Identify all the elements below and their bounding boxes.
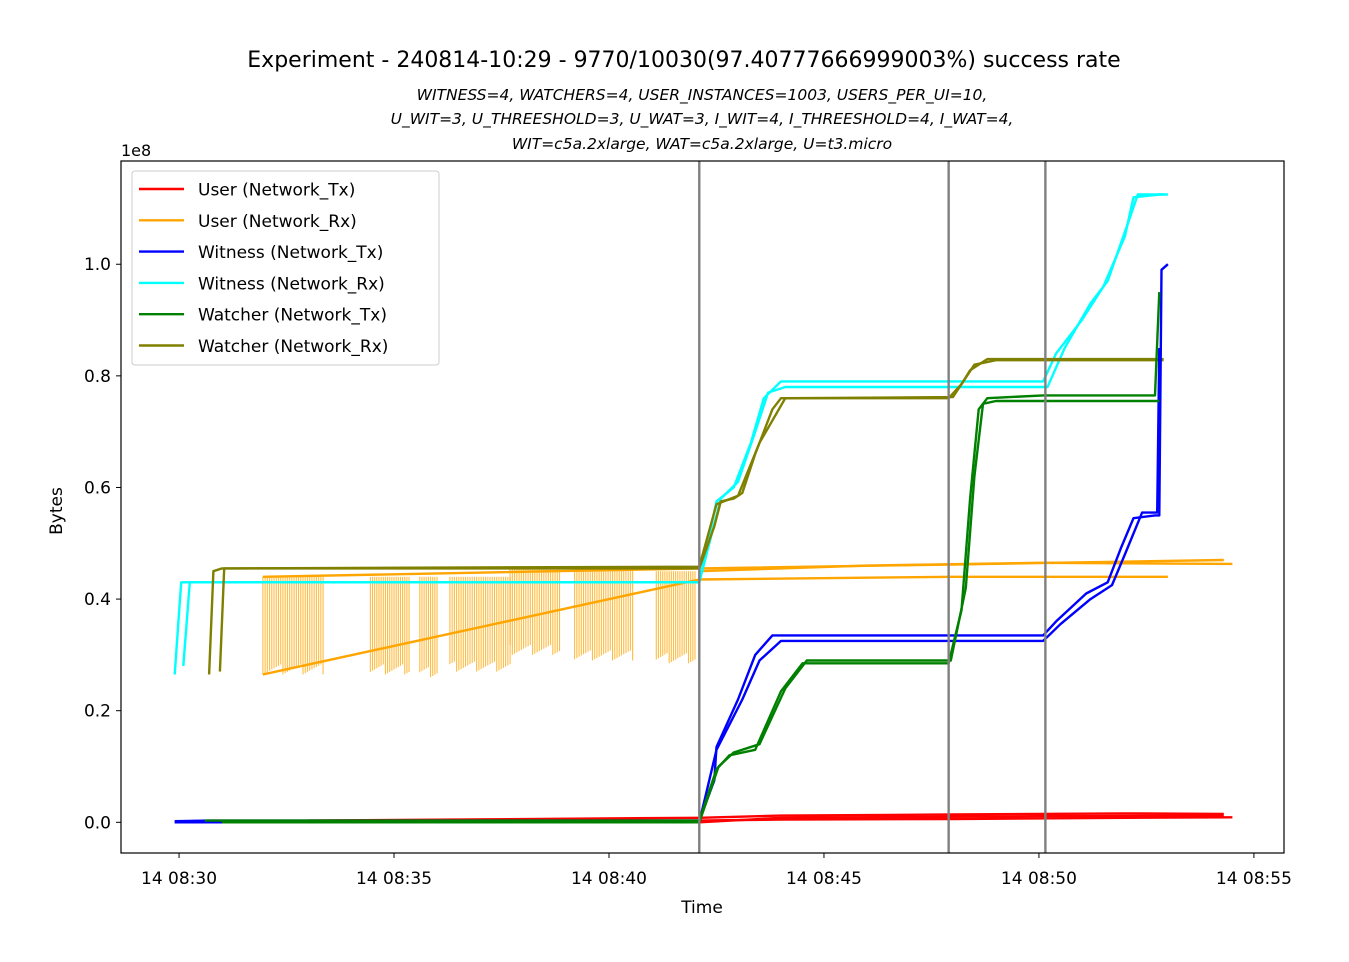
y-tick-label: 0.8 [84,367,111,387]
user-rx-burst [262,576,324,675]
legend: User (Network_Tx) User (Network_Rx) Witnes… [131,170,440,366]
axes-frame [120,160,1285,854]
series-line-witness-network-tx [174,347,1161,824]
y-tick-label: 0.4 [84,590,111,610]
x-tick-label: 14 08:55 [1216,869,1292,889]
legend-label-witness-network-tx: Witness (Network_Tx) [198,243,383,263]
chart-subtitle-line-1: WITNESS=4, WATCHERS=4, USER_INSTANCES=10… [417,86,988,105]
series-line-watcher-network-rx [218,359,1164,672]
x-tick-label: 14 08:30 [141,869,217,889]
series-line-user-network-tx [307,812,1224,822]
series-line-user-network-rx [262,558,1224,578]
series-line-watcher-network-tx [222,399,1160,824]
legend-label-witness-network-rx: Witness (Network_Rx) [198,274,385,294]
chart-title: Experiment - 240814-10:29 - 9770/10030(9… [247,48,1120,73]
y-tick-label: 1.0 [84,255,111,275]
user-rx-burst [419,576,438,678]
legend-label-user-network-rx: User (Network_Rx) [198,212,357,232]
user-rx-burst [449,576,511,672]
chart-subtitle-line-2: U_WIT=3, U_THREESHOLD=3, U_WAT=3, I_WIT=… [391,110,1014,129]
x-tick-label: 14 08:40 [571,869,647,889]
x-tick-label: 14 08:50 [1001,869,1077,889]
x-tick-label: 14 08:45 [786,869,862,889]
legend-label-user-network-tx: User (Network_Tx) [198,181,355,201]
x-axis: 14 08:30 14 08:35 14 08:40 14 08:45 14 08:50… [141,853,1292,889]
series-watcher-network-rx [207,357,1164,675]
series-witness-network-rx [173,193,1168,675]
series-line-witness-network-rx [182,193,1164,667]
series-watcher-network-tx [204,292,1161,824]
legend-label-watcher-network-tx: Watcher (Network_Tx) [198,306,387,326]
user-rx-burst [574,568,634,661]
y-tick-label: 0.0 [84,813,111,833]
legend-label-watcher-network-rx: Watcher (Network_Rx) [198,337,388,357]
user-rx-burst [369,576,410,675]
plot-area [173,161,1233,853]
series-line-watcher-network-tx [204,292,1161,822]
y-offset-label: 1e8 [121,141,151,160]
series-line-user-network-tx [699,814,1224,824]
y-tick-label: 0.6 [84,478,111,498]
series-line-user-network-rx [262,575,1168,676]
legend-box [131,170,440,366]
x-tick-label: 14 08:35 [356,869,432,889]
x-axis-label: Time [680,898,723,918]
y-axis: 0.0 0.2 0.4 0.6 0.8 1.0 [84,255,121,833]
series-user-network-rx [262,558,1233,676]
chart-subtitle-line-3: WIT=c5a.2xlarge, WAT=c5a.2xlarge, U=t3.m… [512,135,892,153]
y-axis-label: Bytes [47,487,67,535]
y-tick-label: 0.2 [84,702,111,722]
